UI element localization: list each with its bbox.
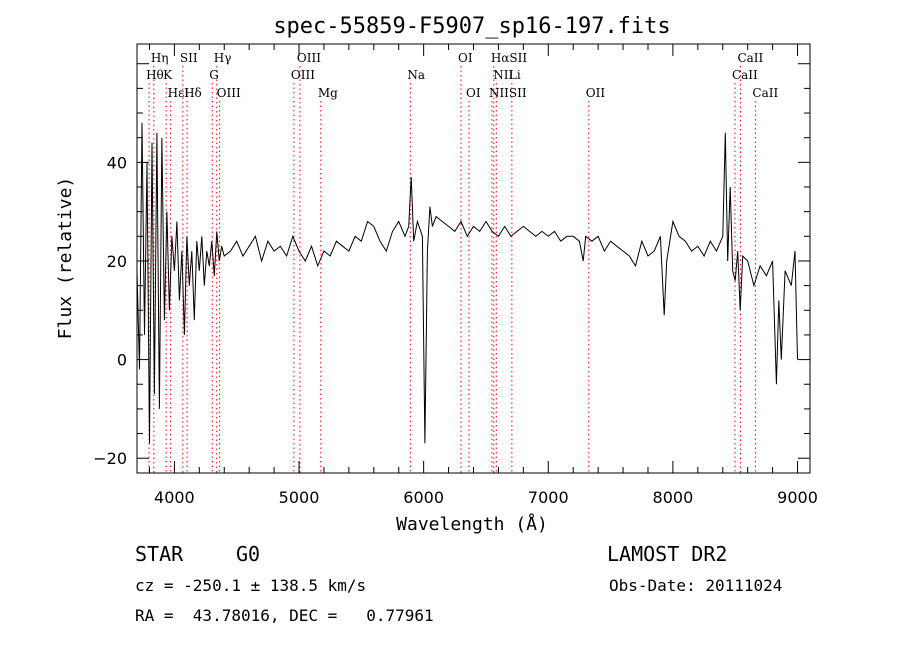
line-label-1: Hθ <box>146 68 164 82</box>
y-tick-label--20: −20 <box>93 449 127 468</box>
line-label-13: OI <box>458 51 473 65</box>
line-label-22: CaII <box>752 86 778 100</box>
line-label-3: HεI <box>168 86 190 100</box>
redshift-readout: cz = -250.1 ± 138.5 km/s <box>135 576 367 595</box>
y-tick-label-40: 40 <box>107 153 127 172</box>
observation-date: Obs-Date: 20111024 <box>609 576 783 595</box>
line-label-17: Li <box>509 68 521 82</box>
object-class: STAR <box>135 542 184 566</box>
line-label-6: Hγ <box>214 51 232 65</box>
y-tick-label-0: 0 <box>117 351 127 370</box>
object-subclass: G0 <box>236 542 261 566</box>
line-label-14: OI <box>466 86 481 100</box>
coordinates-readout: RA = 43.78016, DEC = 0.77961 <box>135 606 434 625</box>
line-label-4: SII <box>180 51 198 65</box>
line-label-2: K <box>163 68 173 82</box>
chart-title: spec-55859-F5907_sp16-197.fits <box>273 14 670 39</box>
line-label-7: G <box>209 68 219 82</box>
line-label-10: OIII <box>291 68 315 82</box>
line-label-20: CaII <box>737 51 763 65</box>
y-axis-label: Flux (relative) <box>55 177 76 340</box>
x-tick-label-6000: 6000 <box>403 488 444 507</box>
x-tick-label-9000: 9000 <box>777 488 818 507</box>
x-tick-label-5000: 5000 <box>279 488 320 507</box>
y-tick-label-20: 20 <box>107 252 127 271</box>
line-label-8: OIII <box>217 86 241 100</box>
line-label-19: OII <box>586 86 606 100</box>
x-tick-label-8000: 8000 <box>653 488 694 507</box>
x-tick-label-7000: 7000 <box>528 488 569 507</box>
spectrum-line <box>136 122 798 444</box>
line-label-12: Na <box>407 68 425 82</box>
line-label-21: CaII <box>732 68 758 82</box>
plot-frame <box>136 43 811 474</box>
line-label-11: Mg <box>318 86 338 100</box>
x-axis-ticks <box>148 44 799 473</box>
y-axis-ticks <box>137 63 810 459</box>
survey-name: LAMOST DR2 <box>607 542 728 566</box>
line-label-9: OIII <box>297 51 321 65</box>
line-label-0: Hη <box>151 51 169 65</box>
y-axis-tick-labels: −20 0 20 40 <box>93 153 127 468</box>
line-label-18: NIISII <box>489 86 527 100</box>
x-tick-label-4000: 4000 <box>154 488 195 507</box>
line-label-5: Hδ <box>184 86 202 100</box>
x-axis-label: Wavelength (Å) <box>396 513 548 535</box>
spectral-line-markers <box>148 66 756 473</box>
line-label-16: NII <box>493 68 513 82</box>
line-label-15: HαSII <box>491 51 528 65</box>
x-axis-tick-labels: 4000 5000 6000 7000 8000 9000 <box>154 488 818 507</box>
